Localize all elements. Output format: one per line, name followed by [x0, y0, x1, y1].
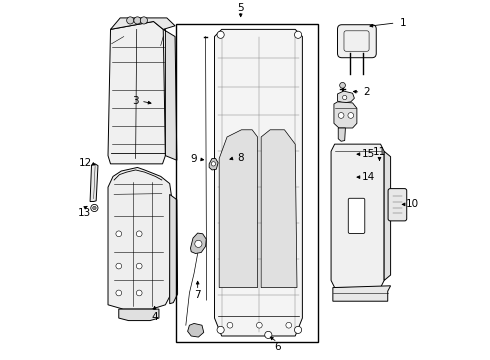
Polygon shape — [261, 130, 297, 288]
Text: 10: 10 — [406, 199, 419, 210]
Polygon shape — [188, 323, 204, 337]
Polygon shape — [338, 128, 345, 141]
Circle shape — [340, 82, 345, 88]
Circle shape — [227, 322, 233, 328]
Circle shape — [338, 113, 344, 118]
FancyBboxPatch shape — [388, 189, 407, 221]
Circle shape — [140, 17, 147, 24]
Text: 3: 3 — [132, 96, 139, 106]
Circle shape — [294, 31, 302, 39]
Polygon shape — [219, 130, 258, 288]
Circle shape — [343, 95, 347, 100]
Text: 7: 7 — [195, 291, 201, 301]
Circle shape — [256, 322, 262, 328]
Circle shape — [116, 231, 122, 237]
Text: 9: 9 — [191, 154, 197, 164]
Circle shape — [116, 263, 122, 269]
Circle shape — [136, 290, 142, 296]
Circle shape — [195, 240, 202, 247]
Polygon shape — [191, 233, 206, 253]
Circle shape — [211, 162, 216, 166]
Polygon shape — [111, 18, 175, 30]
FancyBboxPatch shape — [338, 25, 376, 58]
Text: 14: 14 — [362, 172, 375, 182]
Text: 1: 1 — [399, 18, 406, 28]
Text: 11: 11 — [373, 147, 386, 157]
Text: 13: 13 — [78, 208, 91, 218]
Polygon shape — [119, 309, 159, 320]
Circle shape — [134, 17, 141, 24]
Polygon shape — [170, 194, 177, 304]
Text: 6: 6 — [274, 342, 281, 352]
Circle shape — [126, 17, 134, 24]
Circle shape — [217, 326, 224, 333]
Polygon shape — [108, 167, 172, 309]
Polygon shape — [384, 151, 391, 280]
Polygon shape — [331, 144, 384, 288]
Polygon shape — [334, 102, 357, 128]
Text: 12: 12 — [79, 158, 92, 168]
Polygon shape — [333, 286, 391, 301]
Polygon shape — [163, 30, 177, 160]
Circle shape — [217, 31, 224, 39]
Circle shape — [91, 204, 98, 212]
Circle shape — [286, 322, 292, 328]
Circle shape — [265, 331, 272, 338]
Text: 4: 4 — [151, 312, 158, 322]
Text: 8: 8 — [237, 153, 244, 163]
Circle shape — [294, 326, 302, 333]
Polygon shape — [90, 164, 98, 202]
Circle shape — [136, 263, 142, 269]
Polygon shape — [209, 158, 218, 170]
Polygon shape — [338, 91, 354, 103]
Text: 5: 5 — [237, 3, 244, 13]
Bar — [176, 24, 318, 342]
FancyBboxPatch shape — [348, 198, 365, 233]
Polygon shape — [108, 22, 166, 164]
Circle shape — [93, 206, 96, 210]
Text: 15: 15 — [362, 149, 375, 159]
Text: 2: 2 — [364, 87, 370, 97]
Circle shape — [136, 231, 142, 237]
Circle shape — [116, 290, 122, 296]
Polygon shape — [215, 30, 302, 336]
Circle shape — [348, 113, 354, 118]
